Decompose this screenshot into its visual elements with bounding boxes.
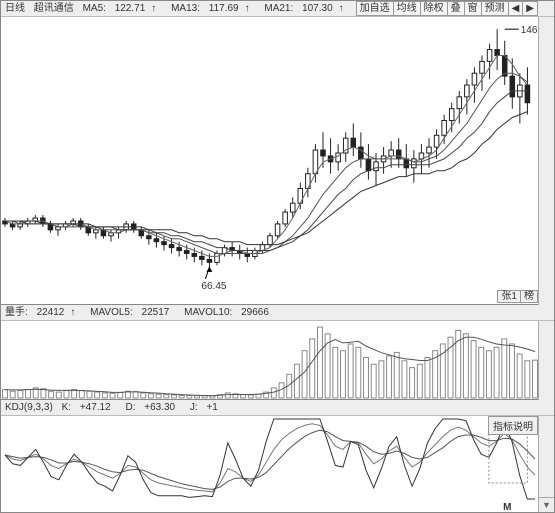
vol-label: 量手: 22412↑ (5, 307, 81, 318)
svg-text:146.90: 146.90 (521, 25, 539, 36)
scroll-down-icon[interactable]: ▼ (539, 497, 554, 512)
toolbar-button-7[interactable]: ▶ (522, 1, 538, 16)
toolbar-button-2[interactable]: 除权 (420, 1, 448, 16)
mavol5-label: MAVOL5: 22517 (90, 307, 175, 318)
kdj-panel: KDJ(9,3,3) K: +47.12 D: +63.30 J: +1 指标说… (1, 399, 554, 512)
toolbar-button-1[interactable]: 均线 (393, 1, 421, 16)
ma21-label: MA21: 107.30↑ (264, 3, 349, 14)
stock-name: 超讯通信 (34, 3, 74, 14)
price-chart: 146.90 66.45 (1, 1, 539, 304)
kdj-name-label: KDJ(9,3,3) (5, 402, 53, 413)
toolbar-button-4[interactable]: 窗 (464, 1, 482, 16)
kdj-header: KDJ(9,3,3) K: +47.12 D: +63.30 J: +1 (1, 400, 554, 416)
volume-panel: 量手: 22412↑ MAVOL5: 22517 MAVOL10: 29666 … (1, 304, 554, 399)
toolbar: 加自选均线除权叠窗预测◀▶ (357, 1, 538, 16)
kdj-chart: M (1, 400, 539, 513)
vertical-scrollbar[interactable]: ▲ ▼ (538, 1, 554, 512)
kdj-k-label: K: +47.12 (62, 402, 117, 413)
toolbar-button-0[interactable]: 加自选 (356, 1, 394, 16)
price-tab-0[interactable]: 张1 (497, 290, 521, 303)
toolbar-button-6[interactable]: ◀ (508, 1, 524, 16)
price-tab-1[interactable]: 榜 (520, 290, 538, 303)
toolbar-button-3[interactable]: 叠 (447, 1, 465, 16)
mavol10-label: MAVOL10: 29666 (184, 307, 275, 318)
volume-header: 量手: 22412↑ MAVOL5: 22517 MAVOL10: 29666 (1, 305, 554, 321)
svg-text:M: M (503, 502, 511, 513)
indicator-help-button[interactable]: 指标说明 (488, 416, 538, 435)
ma13-label: MA13: 117.69↑ (171, 3, 256, 14)
price-panel: 日线 超讯通信 MA5: 122.71↑ MA13: 117.69↑ MA21:… (1, 1, 554, 304)
kdj-d-label: D: +63.30 (125, 402, 181, 413)
toolbar-button-5[interactable]: 预测 (481, 1, 509, 16)
svg-text:66.45: 66.45 (201, 281, 226, 292)
price-bottom-tabs: 张1榜 (498, 290, 538, 303)
kdj-j-label: J: +1 (190, 402, 224, 413)
ma5-label: MA5: 122.71↑ (83, 3, 163, 14)
chart-type-label: 日线 (5, 3, 25, 14)
